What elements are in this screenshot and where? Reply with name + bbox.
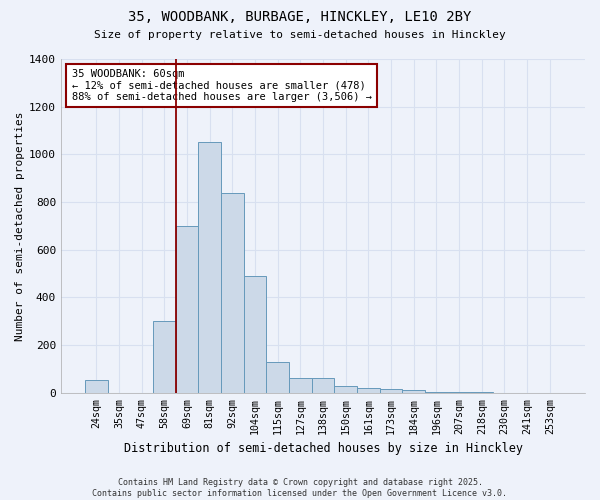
Bar [85, 380, 107, 393]
Y-axis label: Number of semi-detached properties: Number of semi-detached properties [15, 111, 25, 340]
Bar [403, 390, 425, 393]
Bar [198, 142, 221, 393]
Bar [334, 386, 357, 393]
Bar [311, 378, 334, 393]
Bar [380, 389, 403, 393]
Bar [266, 362, 289, 393]
Bar [448, 392, 470, 393]
Bar [244, 276, 266, 393]
Bar [176, 226, 198, 393]
Bar [289, 378, 311, 393]
Text: 35 WOODBANK: 60sqm
← 12% of semi-detached houses are smaller (478)
88% of semi-d: 35 WOODBANK: 60sqm ← 12% of semi-detache… [71, 69, 371, 102]
Bar [153, 322, 176, 393]
Text: 35, WOODBANK, BURBAGE, HINCKLEY, LE10 2BY: 35, WOODBANK, BURBAGE, HINCKLEY, LE10 2B… [128, 10, 472, 24]
Bar [221, 192, 244, 393]
Bar [357, 388, 380, 393]
Bar [425, 392, 448, 393]
X-axis label: Distribution of semi-detached houses by size in Hinckley: Distribution of semi-detached houses by … [124, 442, 523, 455]
Text: Contains HM Land Registry data © Crown copyright and database right 2025.
Contai: Contains HM Land Registry data © Crown c… [92, 478, 508, 498]
Text: Size of property relative to semi-detached houses in Hinckley: Size of property relative to semi-detach… [94, 30, 506, 40]
